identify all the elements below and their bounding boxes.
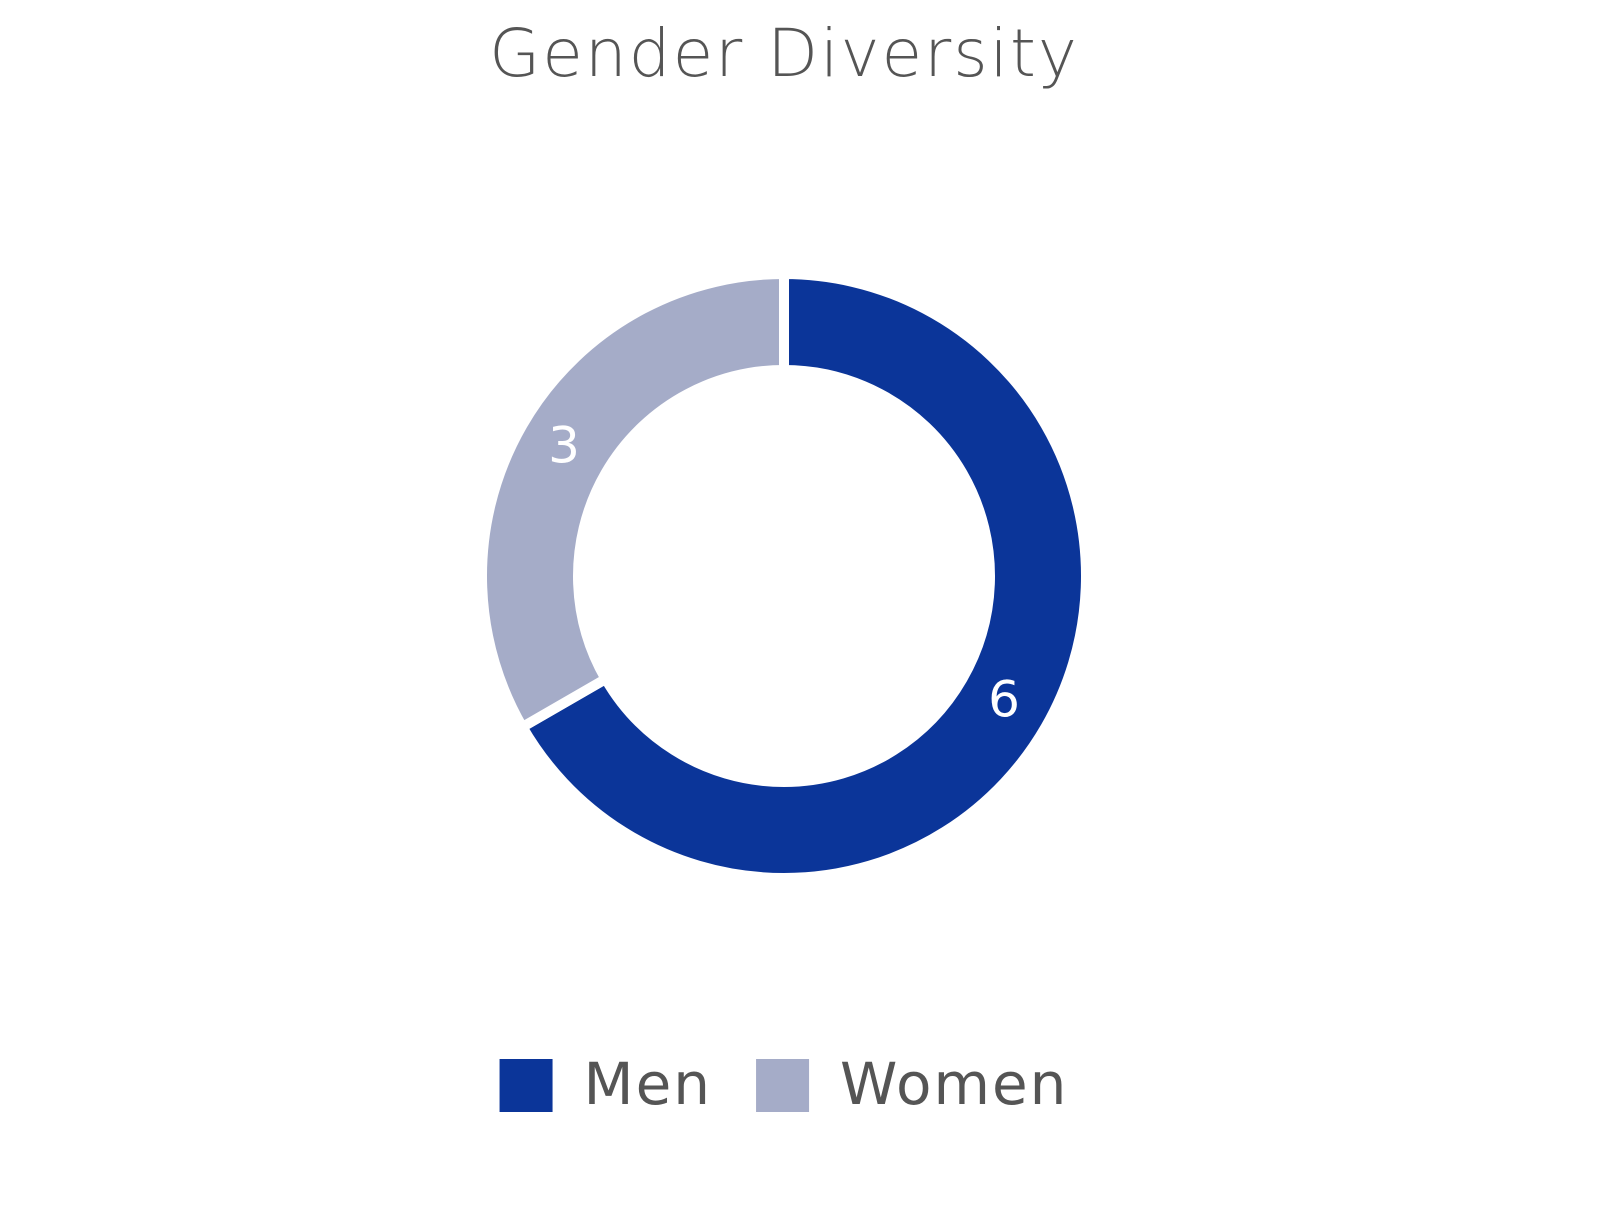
legend: Men Women xyxy=(499,1050,1068,1118)
legend-label: Women xyxy=(840,1050,1068,1118)
chart-title: Gender Diversity xyxy=(489,15,1079,92)
data-label: 3 xyxy=(548,417,580,475)
legend-swatch xyxy=(499,1059,553,1112)
legend-swatch xyxy=(756,1059,810,1112)
data-label: 6 xyxy=(988,671,1020,729)
donut-slice xyxy=(477,268,789,734)
legend-label: Men xyxy=(584,1050,713,1118)
donut-slice xyxy=(515,268,1091,883)
